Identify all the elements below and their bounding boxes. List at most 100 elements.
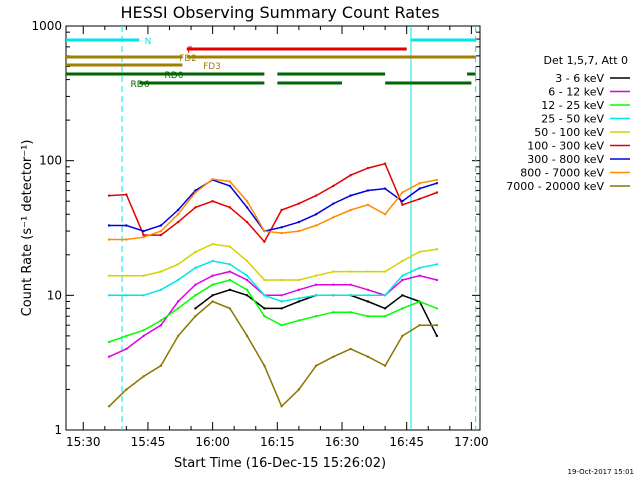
series-point — [401, 200, 404, 203]
series-point — [176, 278, 180, 282]
series-point — [194, 206, 197, 209]
flag-label-f: F — [187, 46, 192, 56]
series-point — [228, 278, 232, 282]
series-point — [280, 307, 283, 310]
series-point — [211, 177, 214, 181]
series-point — [401, 294, 404, 297]
series-point — [280, 226, 283, 229]
series-point — [280, 300, 283, 303]
series-lines — [107, 162, 439, 408]
series-point — [211, 294, 214, 297]
legend-label: 50 - 100 keV — [534, 126, 604, 139]
series-point — [401, 278, 404, 282]
legend-label: 7000 - 20000 keV — [506, 180, 604, 193]
x-tick-label: 16:30 — [325, 435, 360, 449]
series-point — [194, 266, 197, 269]
series-point — [245, 334, 249, 338]
series-point — [297, 220, 301, 224]
series-point — [125, 294, 128, 297]
series-point — [245, 278, 249, 282]
series-point — [142, 236, 145, 239]
series-point — [435, 182, 439, 185]
series-line — [108, 279, 438, 343]
series-point — [211, 283, 214, 286]
series-point — [142, 329, 145, 332]
series-point — [332, 270, 335, 273]
series-point — [401, 191, 404, 194]
series-point — [349, 311, 352, 314]
series-point — [435, 278, 439, 282]
series-point — [176, 263, 180, 266]
series-point — [211, 242, 214, 246]
series-point — [211, 259, 214, 263]
series-point — [245, 274, 249, 277]
legend-label: 800 - 7000 keV — [520, 167, 604, 180]
series-point — [366, 270, 370, 273]
series-point — [366, 315, 370, 318]
series-point — [263, 240, 266, 243]
series-point — [245, 206, 249, 209]
series-point — [194, 294, 197, 297]
x-axis-label: Start Time (16-Dec-15 15:26:02) — [174, 456, 386, 471]
series-point — [314, 364, 318, 367]
series-point — [418, 250, 421, 254]
series-point — [314, 194, 318, 197]
series-point — [245, 294, 249, 297]
y-tick-label: 10 — [47, 288, 62, 302]
series-point — [332, 294, 335, 297]
series-point — [176, 300, 180, 303]
series-point — [263, 294, 266, 297]
series-point — [176, 220, 180, 224]
series-point — [228, 206, 232, 209]
series-line — [109, 179, 438, 232]
y-axis-label: Count Rate (s⁻¹ detector⁻¹) — [20, 140, 35, 317]
series-point — [228, 245, 232, 248]
series-point — [125, 193, 128, 196]
series-point — [107, 340, 111, 344]
series-point — [125, 347, 128, 351]
legend-label: 300 - 800 keV — [527, 153, 604, 166]
series-point — [194, 307, 197, 310]
series-point — [383, 364, 387, 367]
series-point — [297, 300, 301, 303]
x-tick-label: 17:00 — [454, 435, 489, 449]
series-point — [159, 229, 163, 233]
series-point — [194, 315, 197, 318]
x-tick-label: 15:45 — [131, 435, 166, 449]
series-point — [228, 263, 232, 266]
series-point — [263, 278, 266, 282]
series-point — [349, 283, 352, 286]
series-point — [125, 334, 128, 338]
series-point — [401, 334, 404, 338]
series-point — [435, 307, 439, 310]
x-tick-label: 15:30 — [66, 435, 101, 449]
series-point — [176, 307, 180, 310]
legend-label: 6 - 12 keV — [548, 86, 604, 99]
series-point — [383, 315, 387, 318]
series-point — [125, 274, 128, 277]
series-point — [418, 182, 421, 185]
series-point — [366, 166, 370, 170]
series-point — [366, 288, 370, 291]
series-point — [159, 364, 163, 367]
series-point — [228, 184, 232, 188]
series-point — [228, 180, 232, 183]
series-point — [418, 324, 421, 327]
series-point — [125, 238, 128, 241]
series-point — [280, 231, 283, 235]
series-point — [107, 355, 111, 358]
series-point — [418, 187, 421, 190]
series-point — [228, 270, 232, 273]
series-point — [142, 375, 145, 378]
series-point — [349, 208, 352, 212]
series-point — [349, 194, 352, 197]
series-line — [108, 300, 437, 408]
series-point — [383, 213, 387, 216]
series-point — [418, 197, 421, 201]
series-point — [263, 229, 266, 233]
series-point — [297, 288, 301, 291]
series-point — [125, 224, 128, 227]
series-point — [314, 224, 318, 227]
series-point — [401, 259, 404, 263]
